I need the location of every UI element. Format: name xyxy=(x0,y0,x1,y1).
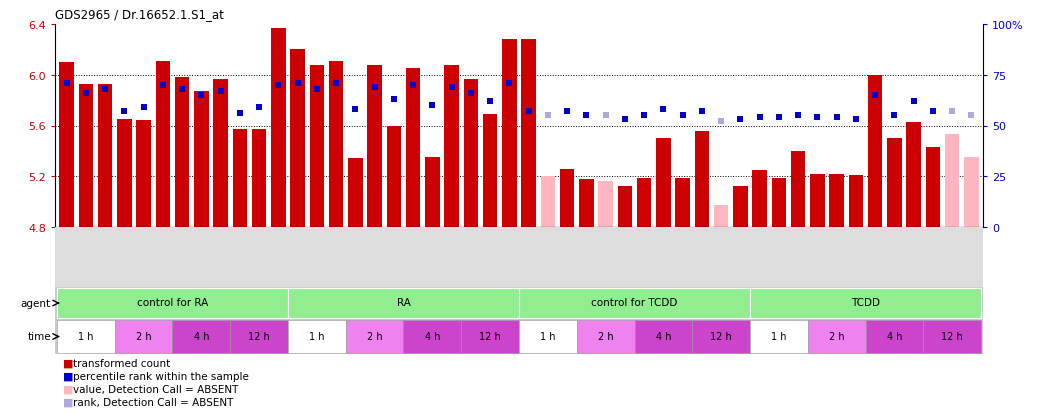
Text: 2 h: 2 h xyxy=(829,331,845,341)
Bar xyxy=(329,62,344,228)
Bar xyxy=(541,177,555,228)
Bar xyxy=(599,182,612,228)
Text: 2 h: 2 h xyxy=(598,331,613,341)
Bar xyxy=(634,320,692,353)
Text: 2 h: 2 h xyxy=(136,331,152,341)
Bar xyxy=(309,65,324,228)
Bar xyxy=(791,152,805,228)
Bar xyxy=(750,289,981,318)
Bar xyxy=(386,126,401,228)
Text: 2 h: 2 h xyxy=(366,331,382,341)
Bar xyxy=(194,92,209,228)
Bar xyxy=(692,320,750,353)
Bar xyxy=(866,320,924,353)
Bar xyxy=(406,69,420,228)
Text: RA: RA xyxy=(397,298,410,308)
Bar xyxy=(618,187,632,228)
Text: value, Detection Call = ABSENT: value, Detection Call = ABSENT xyxy=(73,384,239,394)
Text: 4 h: 4 h xyxy=(886,331,902,341)
Text: 12 h: 12 h xyxy=(480,331,501,341)
Bar xyxy=(79,84,93,228)
Bar xyxy=(519,320,577,353)
Bar xyxy=(714,206,729,228)
Bar xyxy=(656,139,671,228)
Text: TCDD: TCDD xyxy=(851,298,880,308)
Text: ■: ■ xyxy=(63,384,74,394)
Text: 4 h: 4 h xyxy=(193,331,209,341)
Bar xyxy=(464,79,479,228)
Bar xyxy=(750,320,808,353)
Text: ■: ■ xyxy=(63,371,74,381)
Text: 4 h: 4 h xyxy=(656,331,672,341)
Text: rank, Detection Call = ABSENT: rank, Detection Call = ABSENT xyxy=(73,397,234,407)
Bar xyxy=(887,139,902,228)
Bar xyxy=(676,178,690,228)
Bar xyxy=(288,289,519,318)
Bar xyxy=(945,135,959,228)
Bar xyxy=(733,187,747,228)
Bar xyxy=(98,84,112,228)
Bar xyxy=(521,40,536,228)
Bar xyxy=(637,178,652,228)
Bar xyxy=(156,62,170,228)
Text: agent: agent xyxy=(21,298,51,308)
Bar xyxy=(114,320,172,353)
Text: ■: ■ xyxy=(63,358,74,368)
Bar xyxy=(753,171,767,228)
Bar xyxy=(136,121,151,228)
Bar xyxy=(519,289,750,318)
Bar xyxy=(348,159,362,228)
Bar xyxy=(579,179,594,228)
Bar xyxy=(117,120,132,228)
Text: GDS2965 / Dr.16652.1.S1_at: GDS2965 / Dr.16652.1.S1_at xyxy=(55,8,224,21)
Bar xyxy=(829,174,844,228)
Text: 12 h: 12 h xyxy=(941,331,963,341)
Bar xyxy=(288,320,346,353)
Bar xyxy=(577,320,634,353)
Bar xyxy=(404,320,461,353)
Bar xyxy=(230,320,288,353)
Bar xyxy=(57,320,114,353)
Bar xyxy=(172,320,230,353)
Bar xyxy=(252,130,267,228)
Bar xyxy=(461,320,519,353)
Bar xyxy=(174,78,189,228)
Bar xyxy=(811,174,824,228)
Text: control for RA: control for RA xyxy=(137,298,208,308)
Bar xyxy=(444,65,459,228)
Bar xyxy=(849,176,864,228)
Text: control for TCDD: control for TCDD xyxy=(592,298,678,308)
Bar xyxy=(346,320,404,353)
Bar xyxy=(291,50,305,228)
Bar xyxy=(214,79,227,228)
Bar xyxy=(59,63,74,228)
Bar xyxy=(559,169,574,228)
Text: 1 h: 1 h xyxy=(771,331,787,341)
Text: transformed count: transformed count xyxy=(73,358,170,368)
Bar xyxy=(964,158,979,228)
Text: ■: ■ xyxy=(63,397,74,407)
Bar xyxy=(926,148,940,228)
Bar xyxy=(367,65,382,228)
Bar xyxy=(771,178,786,228)
Text: 1 h: 1 h xyxy=(309,331,325,341)
Bar xyxy=(483,115,497,228)
Bar xyxy=(694,131,709,228)
Text: 4 h: 4 h xyxy=(425,331,440,341)
Text: 12 h: 12 h xyxy=(710,331,732,341)
Bar xyxy=(502,40,517,228)
Bar xyxy=(426,158,439,228)
Text: percentile rank within the sample: percentile rank within the sample xyxy=(73,371,249,381)
Bar xyxy=(868,76,882,228)
Bar xyxy=(233,130,247,228)
Bar xyxy=(57,289,288,318)
Bar xyxy=(906,122,921,228)
Text: 12 h: 12 h xyxy=(248,331,270,341)
Text: time: time xyxy=(27,332,51,342)
Text: 1 h: 1 h xyxy=(540,331,555,341)
Bar xyxy=(924,320,981,353)
Text: 1 h: 1 h xyxy=(78,331,93,341)
Bar xyxy=(271,29,285,228)
Bar xyxy=(808,320,866,353)
